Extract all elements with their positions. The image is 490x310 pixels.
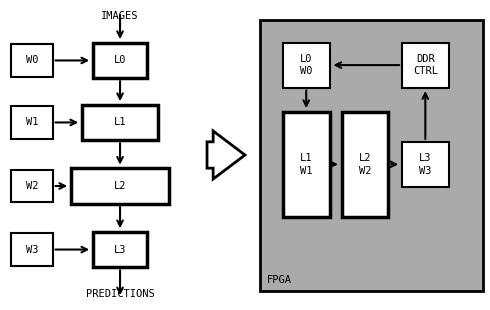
Text: L1
W1: L1 W1 — [300, 153, 313, 175]
Bar — [93, 42, 147, 78]
Bar — [283, 42, 329, 87]
Text: W3: W3 — [25, 245, 38, 255]
Text: W0: W0 — [25, 55, 38, 65]
Bar — [11, 233, 53, 266]
Bar — [342, 112, 388, 217]
Text: W1: W1 — [25, 117, 38, 127]
Bar — [82, 105, 158, 140]
Text: W2: W2 — [25, 181, 38, 191]
Text: L1: L1 — [114, 117, 126, 127]
Bar — [402, 42, 449, 87]
Text: L0
W0: L0 W0 — [300, 54, 313, 76]
Bar — [11, 170, 53, 202]
Text: L2: L2 — [114, 181, 126, 191]
Bar — [402, 142, 449, 187]
Text: DDR
CTRL: DDR CTRL — [413, 54, 438, 76]
Text: FPGA: FPGA — [267, 275, 292, 285]
Bar — [71, 168, 169, 204]
Bar — [11, 44, 53, 77]
Text: L0: L0 — [114, 55, 126, 65]
Text: PREDICTIONS: PREDICTIONS — [86, 289, 154, 299]
Text: L3: L3 — [114, 245, 126, 255]
Bar — [11, 106, 53, 139]
Bar — [283, 112, 329, 217]
Text: L2
W2: L2 W2 — [359, 153, 371, 175]
Bar — [93, 232, 147, 267]
Text: L3
W3: L3 W3 — [419, 153, 432, 175]
Bar — [260, 20, 483, 291]
Polygon shape — [207, 131, 245, 179]
Text: IMAGES: IMAGES — [101, 11, 139, 21]
